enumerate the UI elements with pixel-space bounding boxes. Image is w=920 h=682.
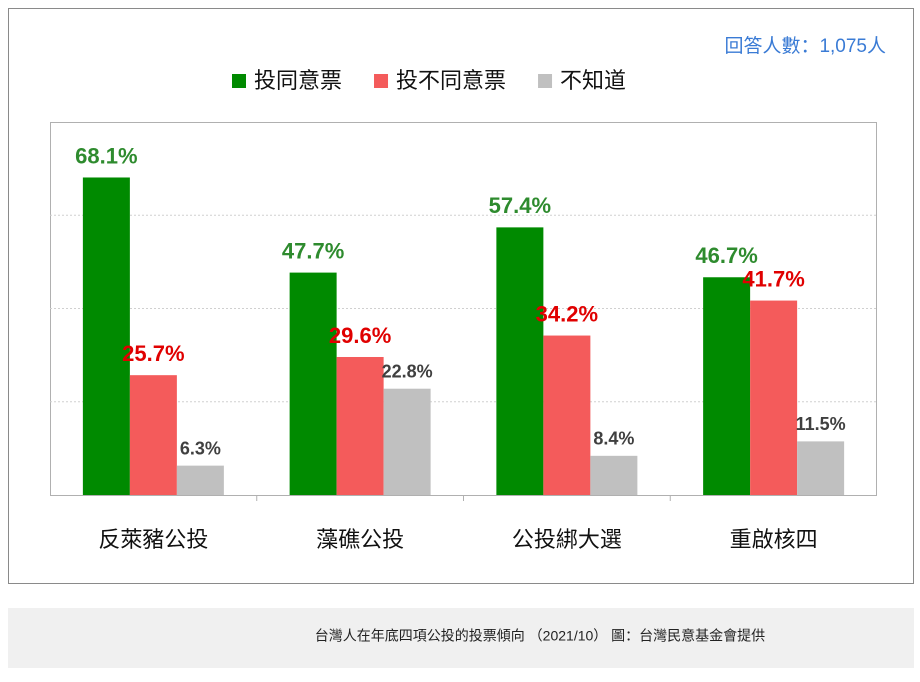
bar [289, 272, 337, 495]
legend-swatch [538, 74, 553, 88]
value-label: 41.7% [742, 266, 804, 291]
value-label: 29.6% [329, 323, 391, 348]
bar [543, 335, 591, 495]
legend-label: 投不同意票 [396, 68, 506, 93]
legend-swatch [374, 74, 389, 88]
value-label: 8.4% [593, 429, 634, 449]
x-tick-label: 重啟核四 [730, 527, 818, 552]
value-label: 68.1% [75, 143, 137, 168]
x-tick-label: 反萊豬公投 [98, 527, 208, 552]
annotation: 回答人數：1,075人 [724, 35, 886, 57]
x-tick-label: 藻礁公投 [316, 527, 404, 552]
x-tick-label: 公投綁大選 [512, 527, 622, 552]
bar [496, 227, 544, 495]
value-label: 46.7% [695, 243, 757, 268]
value-label: 25.7% [122, 341, 184, 366]
value-label: 6.3% [180, 438, 221, 458]
caption-band [8, 608, 914, 668]
legend-label: 投同意票 [254, 68, 342, 93]
value-label: 11.5% [796, 414, 846, 434]
legend-swatch [232, 74, 246, 88]
legend-label: 不知道 [560, 68, 626, 93]
value-label: 47.7% [282, 238, 344, 263]
bar [703, 277, 751, 495]
bar [590, 455, 638, 495]
value-label: 34.2% [536, 301, 598, 326]
value-label: 57.4% [489, 193, 551, 218]
value-label: 22.8% [382, 361, 433, 381]
bar [336, 356, 384, 495]
bar [176, 465, 224, 495]
caption: 台灣人在年底四項公投的投票傾向 （2021/10） 圖：台灣民意基金會提供 [315, 628, 765, 644]
bar [750, 300, 798, 495]
bar [383, 388, 431, 495]
bar [82, 177, 130, 495]
bar [129, 375, 177, 495]
bar [797, 441, 845, 495]
